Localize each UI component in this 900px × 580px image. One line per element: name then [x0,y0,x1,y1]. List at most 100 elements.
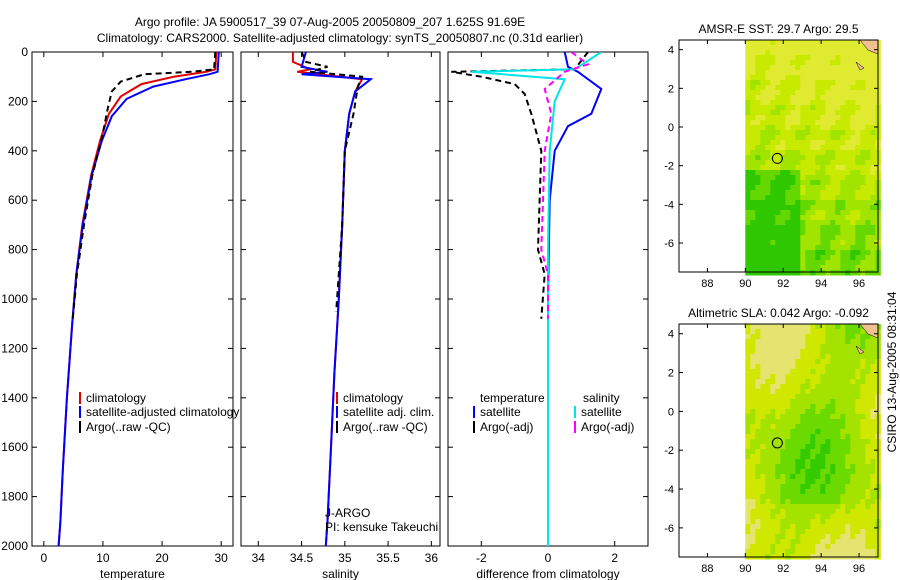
heatmap-cell [865,95,871,101]
heatmap-cell [760,429,766,435]
heatmap-cell [795,409,801,415]
heatmap-cell [765,240,771,246]
heatmap-cell [775,95,781,101]
heatmap-cell [865,160,871,166]
heatmap-cell [830,374,836,380]
heatmap-cell [865,75,871,81]
heatmap-cell [825,504,831,510]
heatmap-cell [855,369,861,375]
heatmap-cell [765,225,771,231]
heatmap-cell [775,449,781,455]
heatmap-cell [865,384,871,390]
heatmap-cell [795,95,801,101]
heatmap-cell [760,369,766,375]
heatmap-cell [795,329,801,335]
heatmap-cell [855,454,861,460]
heatmap-cell [780,180,786,186]
heatmap-cell [825,464,831,470]
heatmap-cell [840,75,846,81]
heatmap-cell [800,459,806,465]
heatmap-cell [770,424,776,430]
heatmap-cell [770,409,776,415]
heatmap-cell [775,270,781,276]
heatmap-cell [780,424,786,430]
heatmap-cell [760,349,766,355]
heatmap-cell [835,469,841,475]
heatmap-cell [850,220,856,226]
heatmap-cell [805,210,811,216]
heatmap-cell [755,479,761,485]
heatmap-cell [745,394,751,400]
heatmap-cell [865,185,871,191]
heatmap-cell [765,519,771,525]
heatmap-cell [870,444,876,450]
heatmap-cell [805,474,811,480]
heatmap-cell [855,175,861,181]
heatmap-cell [780,80,786,86]
heatmap-cell [855,399,861,405]
heatmap-cell [860,190,866,196]
heatmap-cell [750,245,756,251]
heatmap-cell [795,464,801,470]
heatmap-cell [790,185,796,191]
heatmap-cell [845,50,851,56]
heatmap-cell [810,205,816,211]
heatmap-cell [860,135,866,141]
heatmap-cell [860,514,866,520]
heatmap-cell [830,40,836,46]
heatmap-cell [865,180,871,186]
heatmap-cell [765,155,771,161]
heatmap-cell [860,225,866,231]
heatmap-cell [775,65,781,71]
heatmap-cell [765,195,771,201]
heatmap-cell [860,175,866,181]
heatmap-cell [805,155,811,161]
heatmap-cell [755,474,761,480]
heatmap-cell [830,190,836,196]
heatmap-cell [760,135,766,141]
heatmap-cell [810,439,816,445]
heatmap-cell [870,399,876,405]
heatmap-cell [785,429,791,435]
heatmap-cell [770,469,776,475]
heatmap-cell [795,160,801,166]
heatmap-cell [825,479,831,485]
heatmap-cell [805,329,811,335]
heatmap-cell [820,115,826,121]
map-frame [678,323,879,558]
heatmap-cell [870,409,876,415]
heatmap-cell [760,215,766,221]
island [855,345,865,355]
heatmap-cell [750,409,756,415]
heatmap-cell [795,230,801,236]
heatmap-cell [750,449,756,455]
heatmap-cell [805,369,811,375]
heatmap-cell [850,175,856,181]
heatmap-cell [790,409,796,415]
heatmap-cell [855,474,861,480]
heatmap-cell [840,150,846,156]
heatmap-cell [755,145,761,151]
heatmap-cell [815,110,821,116]
heatmap-cell [770,529,776,535]
heatmap-cell [830,384,836,390]
heatmap-cell [795,499,801,505]
heatmap-cell [815,409,821,415]
heatmap-cell [795,514,801,520]
heatmap-cell [815,424,821,430]
heatmap-cell [850,359,856,365]
heatmap-cell [845,80,851,86]
heatmap-cell [860,120,866,126]
heatmap-cell [775,464,781,470]
heatmap-cell [825,329,831,335]
heatmap-cell [825,245,831,251]
heatmap-cell [810,339,816,345]
heatmap-cell [745,334,751,340]
heatmap-cell [790,270,796,276]
heatmap-cell [805,374,811,380]
heatmap-cell [780,140,786,146]
heatmap-cell [810,414,816,420]
heatmap-cell [805,344,811,350]
heatmap-cell [850,459,856,465]
heatmap-cell [805,454,811,460]
